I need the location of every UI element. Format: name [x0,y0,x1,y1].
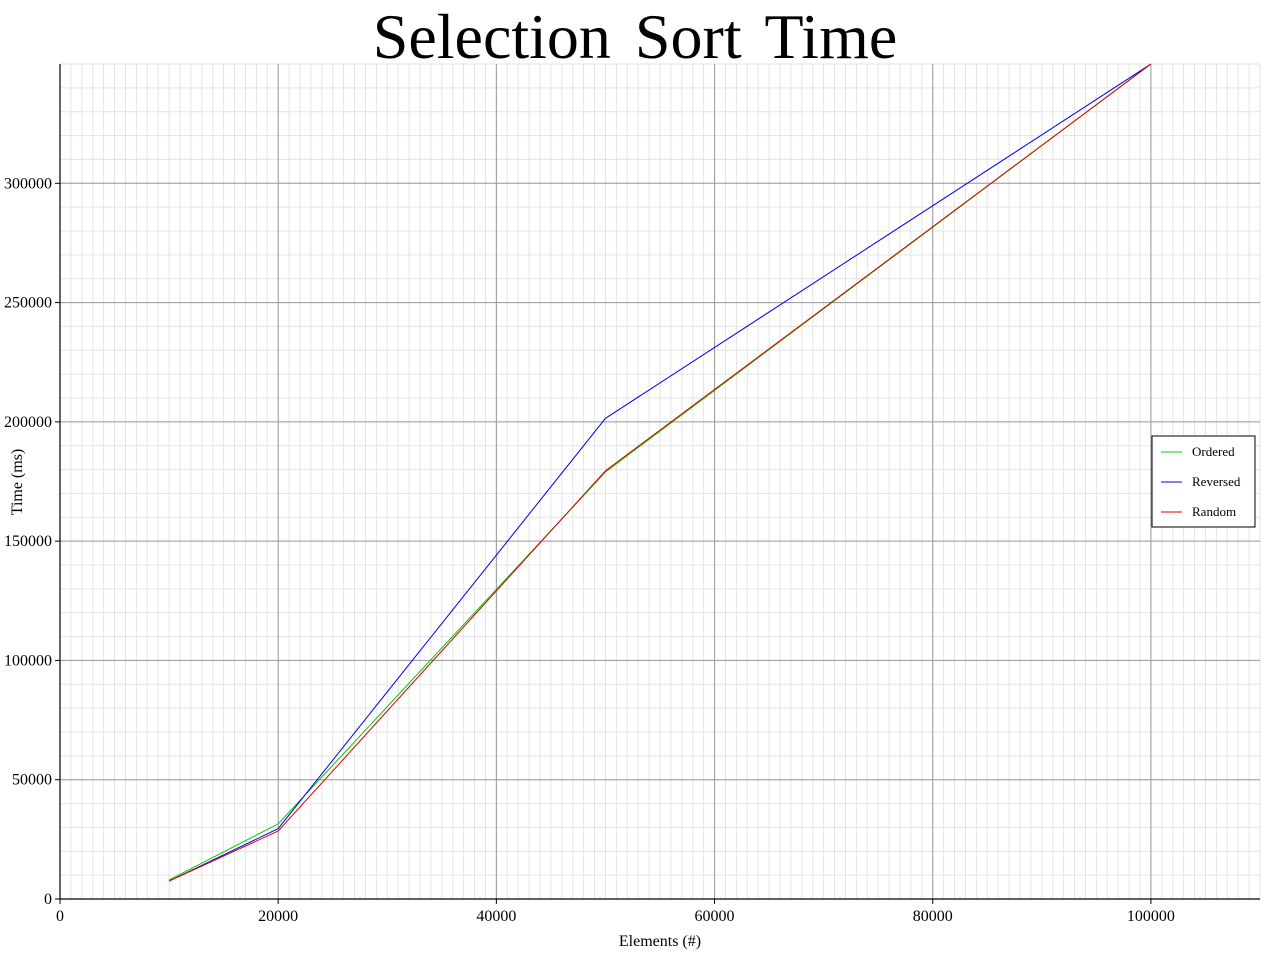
chart-title: Selection Sort Time [373,1,898,72]
x-tick-label: 60000 [695,908,735,925]
series-lines [168,63,1152,882]
legend: Ordered Reversed Random [1151,435,1256,528]
y-tick-label: 100000 [4,652,52,669]
x-tick-label: 80000 [913,908,953,925]
legend-label-reversed: Reversed [1192,474,1241,489]
tick-labels: 0 20000 40000 60000 80000 100000 0 50000 100000 1… [4,175,1175,925]
legend-label-random: Random [1192,504,1236,519]
x-tick-label: 20000 [258,908,298,925]
axes [55,64,1260,904]
x-tick-label: 100000 [1127,908,1175,925]
y-tick-label: 250000 [4,295,52,312]
grid [59,63,1261,900]
y-tick-label: 150000 [4,533,52,550]
y-axis-label: Time (ms) [9,449,26,516]
series-line-reversed [168,63,1152,882]
y-tick-label: 0 [44,891,52,908]
y-tick-label: 50000 [12,772,52,789]
x-tick-label: 40000 [476,908,516,925]
y-tick-label: 200000 [4,414,52,431]
legend-label-ordered: Ordered [1192,444,1235,459]
y-tick-label: 300000 [4,175,52,192]
series-line-random [168,63,1152,882]
x-tick-label: 0 [56,908,64,925]
x-axis-label: Elements (#) [619,933,701,950]
